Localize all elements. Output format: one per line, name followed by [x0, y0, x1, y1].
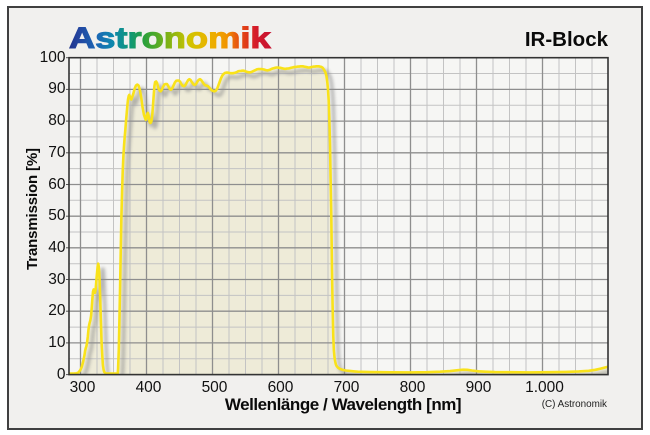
svg-text:Astronomik: Astronomik	[69, 22, 271, 55]
